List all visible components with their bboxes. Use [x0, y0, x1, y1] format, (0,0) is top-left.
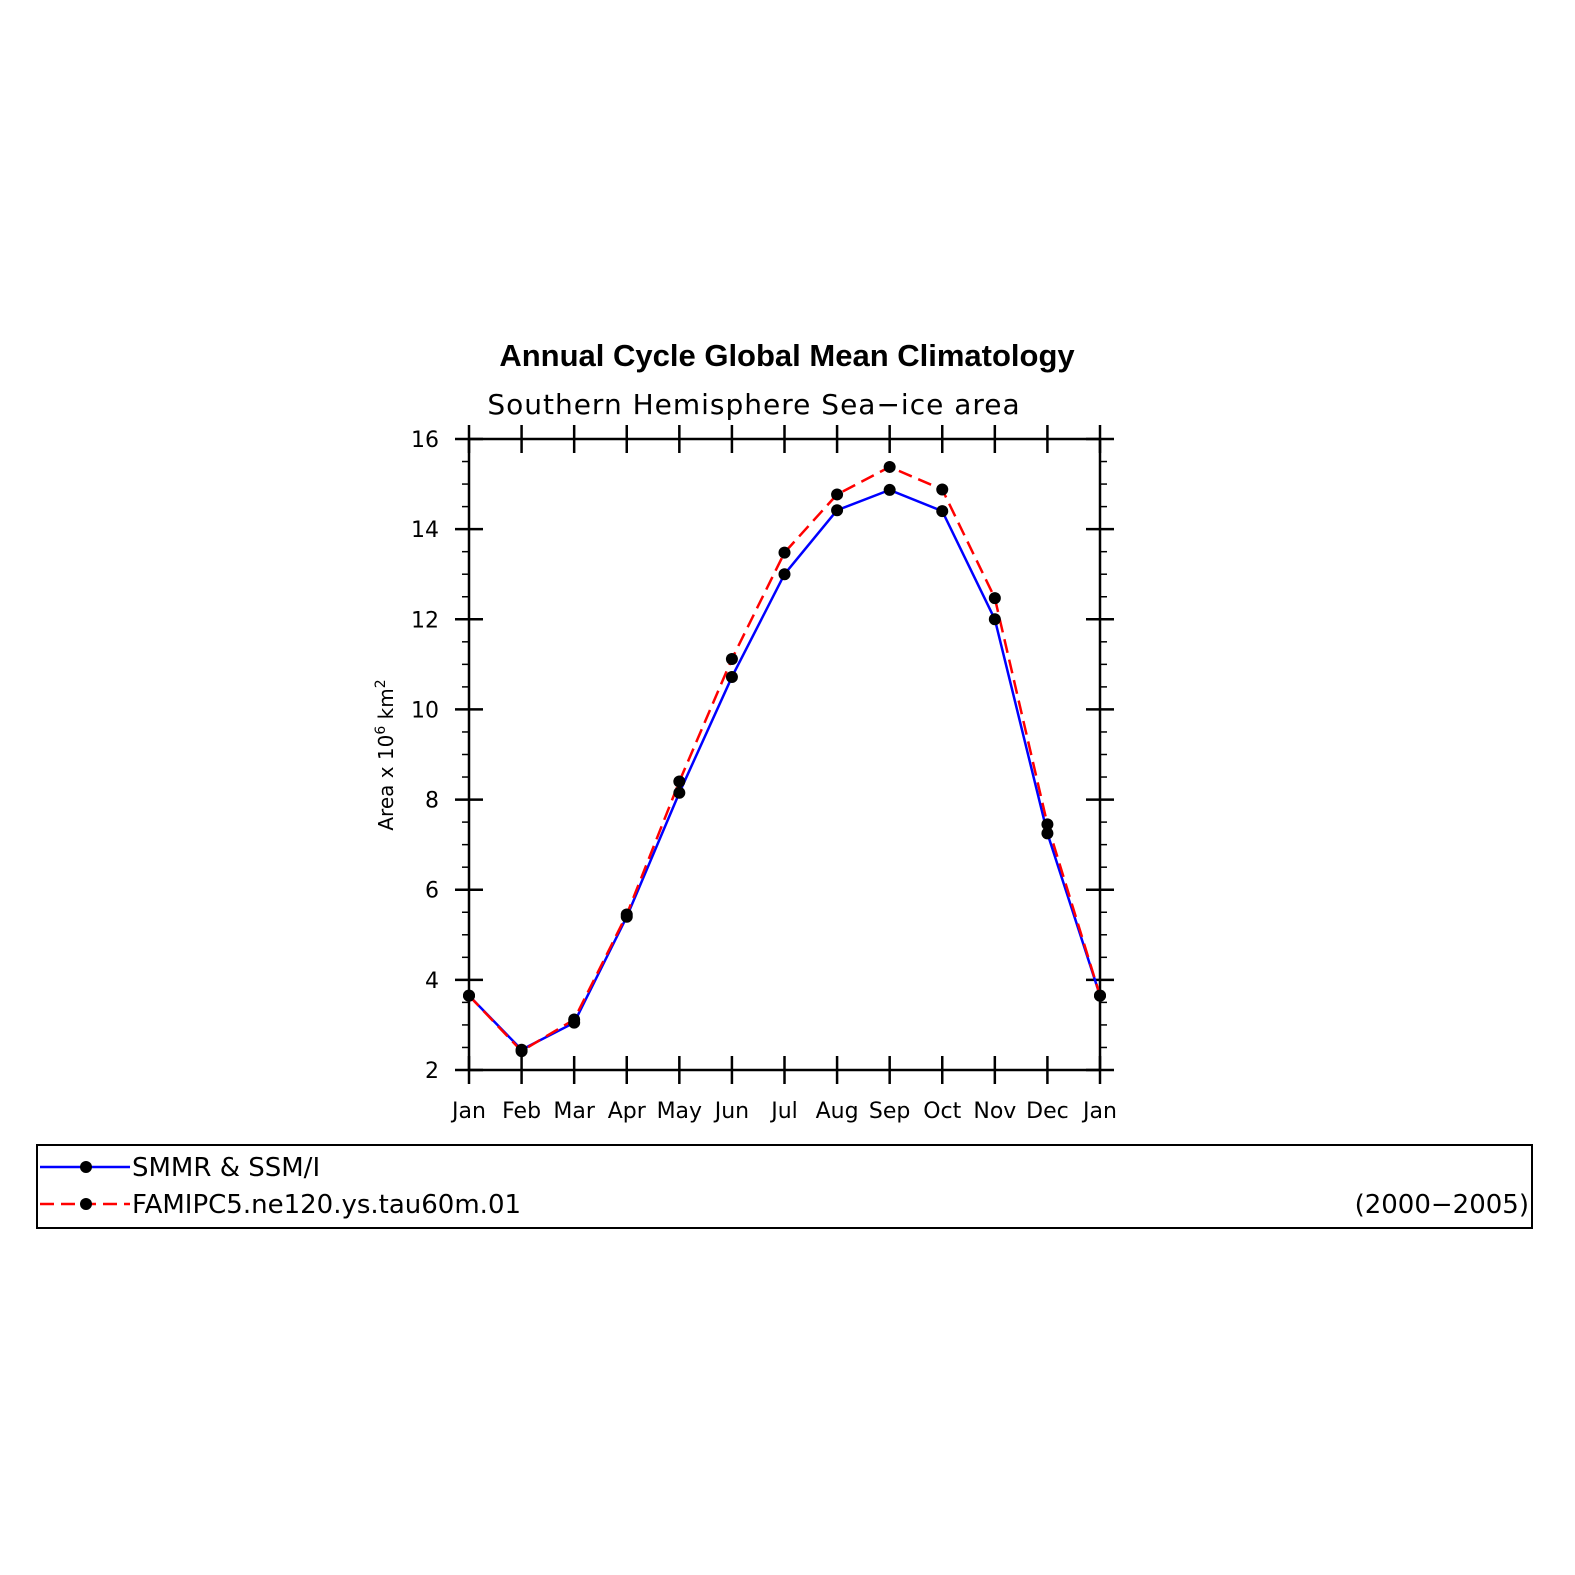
- legend-marker-0: [80, 1161, 92, 1173]
- legend-box: [36, 1144, 1533, 1229]
- y-axis-label-base: Area x 10: [374, 735, 398, 831]
- legend: SMMR & SSM/I FAMIPC5.ne120.ys.tau60m.01: [40, 1153, 521, 1220]
- data-point-1: [725, 652, 738, 665]
- x-tick-label: Jun: [713, 1099, 749, 1124]
- data-point-0: [883, 483, 896, 496]
- data-point-1: [620, 908, 633, 921]
- x-tick-label: Feb: [502, 1099, 541, 1124]
- data-point-1: [988, 592, 1001, 605]
- x-tick-label: Dec: [1026, 1099, 1069, 1124]
- y-tick-label: 6: [425, 879, 439, 904]
- data-point-1: [883, 460, 896, 473]
- data-point-0: [988, 613, 1001, 626]
- y-tick-label: 8: [425, 789, 439, 814]
- chart-title: Annual Cycle Global Mean Climatology: [499, 338, 1075, 373]
- legend-marker-1: [80, 1198, 92, 1210]
- data-point-1: [831, 488, 844, 501]
- data-point-0: [1041, 827, 1054, 840]
- y-axis-label-exp2: 2: [373, 679, 389, 688]
- y-tick-label: 4: [425, 969, 439, 994]
- data-point-1: [673, 775, 686, 788]
- data-point-1: [778, 546, 791, 559]
- y-tick-label: 10: [411, 698, 439, 723]
- x-tick-label: May: [657, 1099, 702, 1124]
- plot-axes: Jan Feb Mar Apr May Jun Jul Aug Sep Oct Nov Dec Jan 2…: [411, 425, 1117, 1124]
- data-point-0: [778, 568, 791, 581]
- data-point-1: [515, 1045, 528, 1058]
- x-tick-label: Jul: [769, 1099, 798, 1124]
- data-point-1: [1094, 989, 1106, 1002]
- x-tick-label: Jan: [1081, 1099, 1117, 1124]
- data-point-1: [936, 483, 949, 496]
- data-point-0: [725, 670, 738, 683]
- y-axis-label: Area x 106 km2: [373, 679, 398, 830]
- y-tick-label: 2: [425, 1059, 439, 1084]
- y-tick-label: 14: [411, 518, 439, 543]
- data-point-0: [936, 505, 949, 518]
- legend-label-1: FAMIPC5.ne120.ys.tau60m.01: [132, 1190, 521, 1220]
- plot-frame: [467, 437, 1102, 1072]
- svg-text:Area x 106 km2: Area x 106 km2: [373, 679, 398, 830]
- x-tick-label: Mar: [553, 1099, 595, 1124]
- data-point-1: [1041, 818, 1054, 831]
- x-tick-label: Sep: [869, 1099, 910, 1124]
- data-point-0: [673, 786, 686, 799]
- data-point-1: [463, 989, 475, 1002]
- data-point-0: [831, 504, 844, 517]
- y-axis-label-mid: km: [374, 688, 398, 725]
- chart-subtitle: Southern Hemisphere Sea−ice area: [487, 388, 1020, 421]
- x-tick-label: Jan: [450, 1099, 486, 1124]
- x-tick-label: Oct: [923, 1099, 961, 1124]
- y-axis-label-exp1: 6: [373, 726, 389, 735]
- x-tick-label: Nov: [973, 1099, 1016, 1124]
- y-tick-label: 12: [411, 608, 439, 633]
- x-tick-label: Aug: [816, 1099, 859, 1124]
- series-layer: [463, 460, 1106, 1058]
- legend-period: (2000−2005): [1355, 1190, 1529, 1220]
- legend-label-0: SMMR & SSM/I: [132, 1153, 320, 1183]
- x-tick-label: Apr: [608, 1099, 647, 1124]
- y-tick-label: 16: [411, 428, 439, 453]
- data-point-1: [568, 1013, 581, 1026]
